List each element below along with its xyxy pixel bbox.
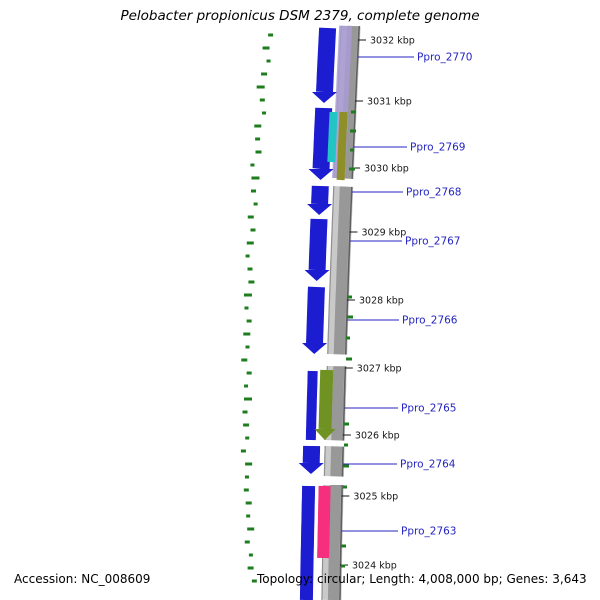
gc-skew-dash [246,371,252,375]
gc-skew-dash [268,33,274,37]
gc-skew-dash [246,319,252,323]
gc-skew-dash [347,315,353,319]
gene-arrowhead [302,343,328,354]
backbone-band [339,25,360,600]
tick-label: 3026 kbp [355,431,400,442]
tick-label: 3028 kbp [359,296,404,307]
backbone-band [327,25,359,600]
gc-skew-dash [344,443,348,447]
gene-feature [318,369,334,430]
gene-feature [336,111,348,181]
gc-skew-dash [247,267,253,271]
gc-skew-dash [244,306,249,310]
gc-skew-dash [256,85,265,89]
gc-skew-dash [247,527,255,531]
gc-skew-dash [244,384,249,388]
gc-skew-dash [350,148,354,152]
gc-skew-dash [347,295,352,299]
tick-label: 3027 kbp [357,364,402,375]
tick-label: 3025 kbp [353,492,398,503]
gc-skew-dash [241,358,248,362]
gc-skew-dash [244,397,253,401]
gc-skew-dash [245,345,250,349]
gene-feature [312,107,333,170]
gc-skew-dash [245,254,250,258]
gene-arrowhead [304,270,330,281]
tick-label: 3032 kbp [370,36,415,47]
genome-summary-text: Topology: circular; Length: 4,008,000 bp… [257,572,587,586]
gene-arrowhead [307,204,333,215]
gc-skew-dash [255,150,262,154]
gc-skew-dash [251,579,257,583]
gc-skew-dash [343,485,347,489]
gc-skew-dash [351,110,356,114]
gc-skew-dash [245,462,253,466]
gene-arrowhead [314,429,336,440]
gc-skew-dash [250,163,255,167]
gc-skew-dash [266,59,271,63]
gc-skew-dash [346,357,352,361]
gene-arrowhead [311,92,337,103]
gc-skew-dash [250,228,256,232]
gc-skew-dash [251,176,260,180]
tick-label: 3031 kbp [367,97,412,108]
tick-label: 3029 kbp [361,228,406,239]
gc-skew-dash [244,540,250,544]
gene-feature [316,27,337,93]
gc-skew-dash [248,553,253,557]
gc-skew-dash [255,137,261,141]
gc-skew-dash [243,488,249,492]
gc-skew-dash [261,72,268,76]
gene-feature [306,286,325,343]
gc-skew-dash [243,332,251,336]
gc-skew-dash [242,410,248,414]
gc-skew-dash [247,566,254,570]
gene-label[interactable]: Ppro_2769 [410,142,465,154]
gc-skew-dash [254,124,262,128]
gc-skew-dash [243,293,252,297]
gc-skew-dash [343,464,349,468]
gc-skew-dash [250,189,256,193]
gc-skew-dash [349,167,355,171]
gene-feature [305,370,318,441]
gc-skew-dash [341,564,345,568]
gene-feature [299,485,316,600]
gene-label[interactable]: Ppro_2766 [402,315,458,327]
gc-skew-dash [253,202,258,206]
gc-skew-dash [344,422,349,426]
gc-skew-dash [341,544,346,548]
gc-skew-dash [262,111,267,115]
gc-skew-dash [246,241,254,245]
gene-label[interactable]: Ppro_2768 [406,187,461,199]
tick-label: 3030 kbp [364,164,409,175]
gene-feature [311,185,329,205]
gene-label[interactable]: Ppro_2763 [401,526,456,538]
gc-skew-dash [245,501,252,505]
tick-label: 3024 kbp [352,561,397,572]
gene-label[interactable]: Ppro_2765 [401,403,456,415]
accession-text: Accession: NC_008609 [14,572,151,586]
gene-arrowhead [308,169,334,180]
gene-feature [308,218,328,271]
gc-skew-dash [240,449,246,453]
gc-skew-dash [259,98,265,102]
gc-skew-dash [247,215,254,219]
gc-skew-dash [246,514,251,518]
gc-skew-dash [262,46,270,50]
gc-skew-dash [350,129,356,133]
gc-skew-dash [243,423,250,427]
gene-label[interactable]: Ppro_2770 [417,52,472,64]
gene-arrowhead [298,463,324,474]
gc-skew-dash [245,436,250,440]
gc-skew-dash [346,336,350,340]
gene-label[interactable]: Ppro_2764 [400,459,456,471]
gc-skew-dash [244,475,249,479]
gene-label[interactable]: Ppro_2767 [405,236,460,248]
gene-feature [327,111,338,163]
gc-skew-dash [248,280,255,284]
gene-feature [317,485,331,559]
page-title: Pelobacter propionicus DSM 2379, complet… [120,8,480,24]
